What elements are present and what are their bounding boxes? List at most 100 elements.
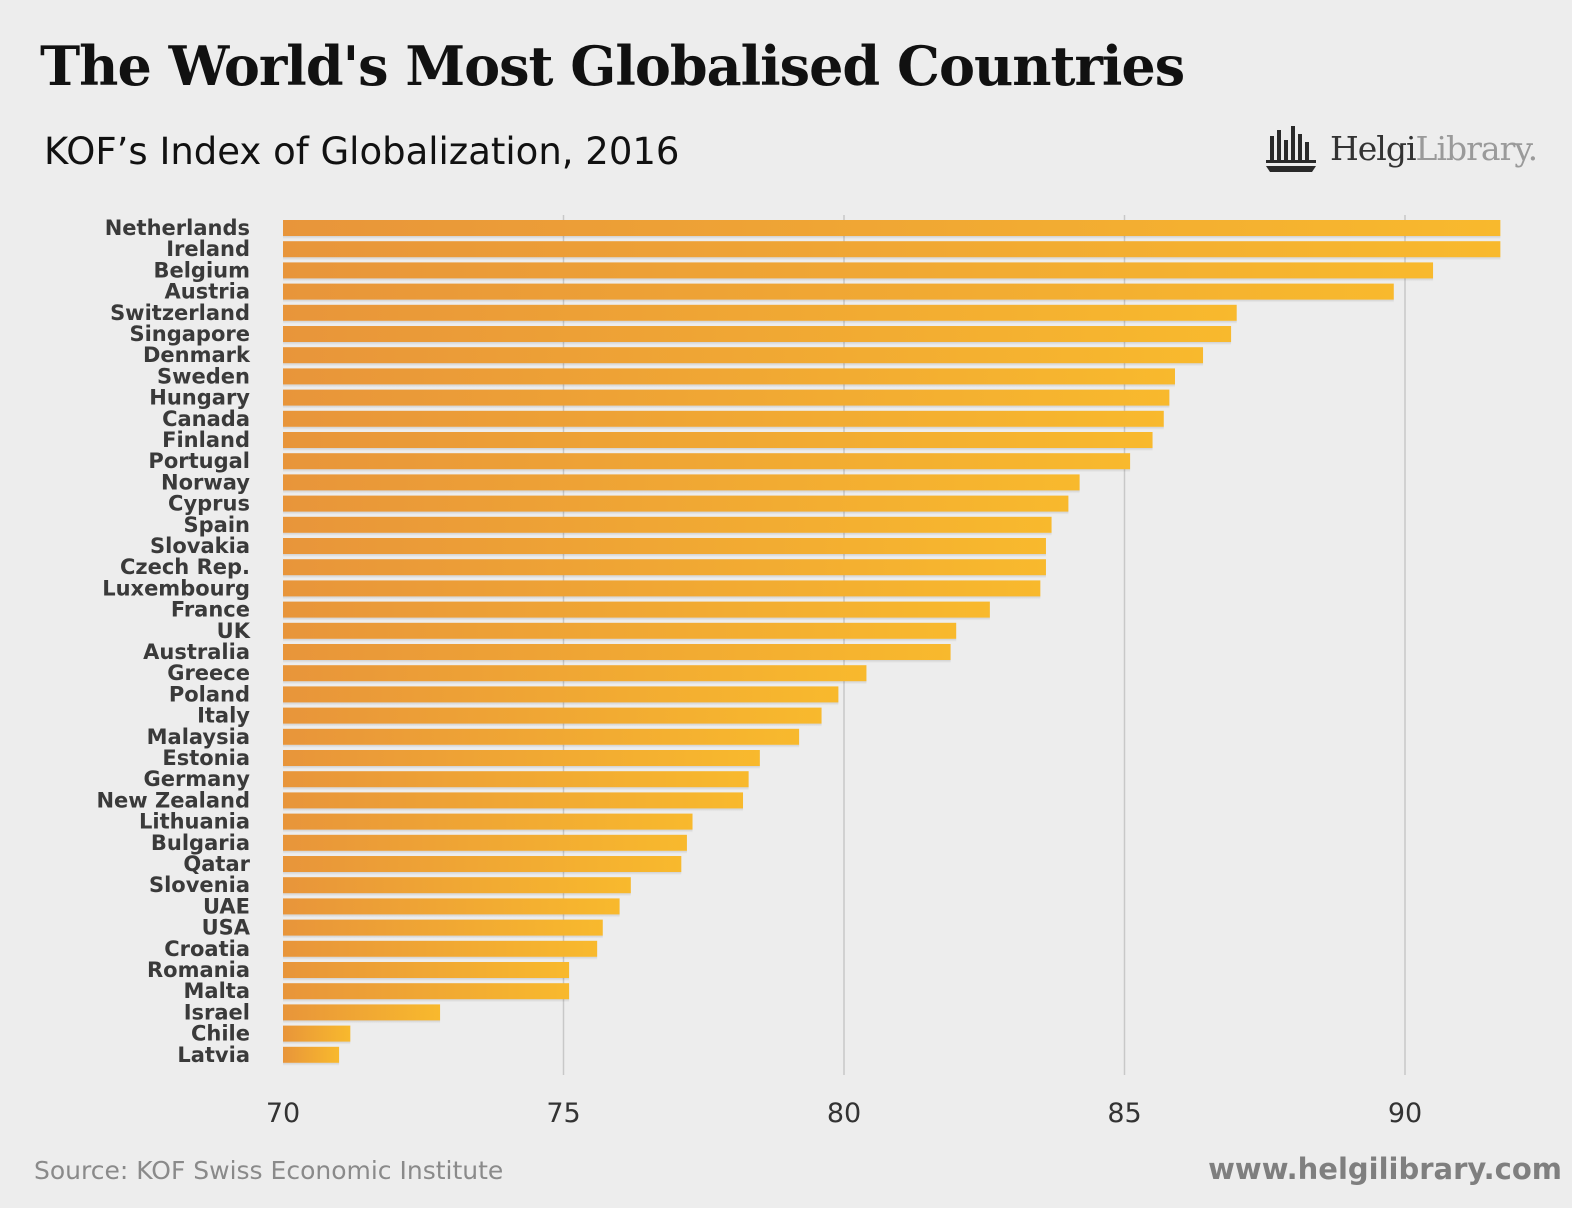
bar-shadow [283, 511, 1069, 515]
category-label: Belgium [153, 258, 250, 282]
library-logo-icon [1266, 126, 1316, 172]
bar-singapore [283, 326, 1232, 342]
category-label: Switzerland [110, 301, 250, 325]
category-label: UK [217, 619, 251, 643]
bar-shadow [283, 999, 570, 1003]
bar-shadow [283, 617, 990, 621]
bar-shadow [283, 702, 839, 706]
bar-finland [283, 432, 1153, 448]
bar-shadow [283, 278, 1434, 282]
bar-shadow [283, 426, 1164, 430]
x-axis-ticks: 70 75 80 85 90 [266, 1098, 1422, 1129]
bar-spain [283, 516, 1052, 533]
bar-shadow [283, 405, 1170, 409]
category-label: Qatar [183, 852, 250, 876]
category-labels: NetherlandsIrelandBelgiumAustriaSwitzerl… [96, 216, 251, 1067]
bar-israel [283, 1004, 441, 1021]
bar-uk [283, 622, 957, 639]
bar-romania [283, 962, 570, 978]
category-label: Poland [169, 682, 250, 706]
bar-shadow [283, 532, 1052, 536]
bar-shadow [283, 787, 749, 791]
bar-shadow [283, 638, 957, 642]
category-label: Norway [161, 470, 250, 494]
bar-shadow [283, 978, 570, 981]
bar-australia [283, 644, 951, 660]
category-label: Canada [162, 407, 250, 431]
bar-usa [283, 919, 603, 936]
bar-lithuania [283, 813, 693, 830]
category-label: Germany [143, 767, 250, 791]
bar-bulgaria [283, 834, 687, 851]
bar-slovenia [283, 877, 631, 894]
bar-shadow [283, 893, 631, 897]
source-note: Source: KOF Swiss Economic Institute [34, 1156, 504, 1185]
category-label: France [171, 598, 250, 622]
bar-shadow [283, 1041, 351, 1045]
category-label: Denmark [143, 343, 251, 367]
bar-greece [283, 665, 867, 682]
bar-austria [283, 283, 1394, 300]
category-label: Latvia [177, 1043, 250, 1067]
brand-name-light: Library. [1415, 128, 1539, 168]
bar-malta [283, 983, 570, 1000]
category-label: Lithuania [139, 810, 250, 834]
bar-shadow [283, 236, 1501, 239]
helgilibrary-logo[interactable]: HelgiLibrary. [1264, 122, 1539, 174]
bar-shadow [283, 744, 800, 748]
category-label: Slovakia [150, 534, 250, 558]
category-label: Austria [165, 280, 250, 304]
bar-shadow [283, 363, 1204, 367]
category-label: Finland [162, 428, 250, 452]
category-label: Slovenia [149, 873, 250, 897]
category-label: Cyprus [168, 492, 250, 516]
bar-slovakia [283, 538, 1046, 554]
bar-italy [283, 707, 822, 724]
category-label: Hungary [149, 386, 250, 410]
bar-shadow [283, 850, 687, 854]
category-label: Malta [184, 979, 250, 1003]
chart-title: The World's Most Globalised Countries [40, 34, 1185, 98]
bar-uae [283, 898, 620, 915]
bar-france [283, 601, 990, 618]
website-link[interactable]: www.helgilibrary.com [1208, 1152, 1562, 1186]
bar-shadow [283, 596, 1041, 600]
bar-shadow [283, 914, 620, 918]
bar-shadow [283, 808, 744, 812]
bar-shadow [283, 257, 1501, 261]
category-label: Luxembourg [102, 576, 250, 600]
category-label: Greece [167, 661, 250, 685]
bar-luxembourg [283, 580, 1041, 597]
bar-latvia [283, 1046, 340, 1063]
category-label: Estonia [162, 746, 250, 770]
category-label: Portugal [148, 449, 250, 473]
bar-shadow [283, 1062, 340, 1066]
bar-shadow [283, 766, 760, 769]
bar-malaysia [283, 728, 800, 745]
bar-shadow [283, 723, 822, 727]
category-label: Czech Rep. [120, 555, 250, 579]
bar-shadow [283, 299, 1394, 303]
bar-shadow [283, 342, 1232, 345]
bar-ireland [283, 241, 1501, 258]
bar-shadow [283, 384, 1175, 388]
bar-shadow [283, 935, 603, 939]
bar-czech-rep- [283, 559, 1046, 576]
x-tick-label: 85 [1107, 1098, 1141, 1129]
bar-shadow [283, 490, 1080, 494]
category-label: Malaysia [147, 725, 250, 749]
bar-switzerland [283, 304, 1237, 321]
bar-hungary [283, 389, 1170, 406]
category-label: Bulgaria [151, 831, 250, 855]
bar-shadow [283, 829, 693, 833]
bars [283, 220, 1501, 1066]
bar-norway [283, 474, 1080, 491]
bar-shadow [283, 660, 951, 663]
bar-shadow [283, 956, 598, 960]
bar-estonia [283, 750, 760, 766]
category-label: Italy [197, 704, 250, 728]
bar-canada [283, 410, 1164, 427]
category-label: Chile [191, 1022, 250, 1046]
bar-shadow [283, 448, 1153, 451]
